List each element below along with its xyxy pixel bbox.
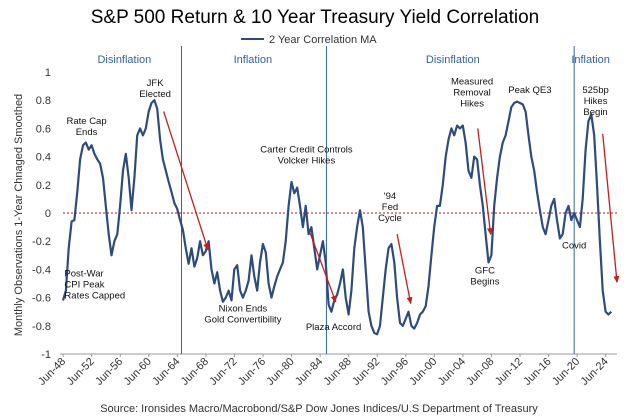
x-tick-label: Jun-60 xyxy=(122,356,154,388)
annotation-label: JFK Elected xyxy=(139,78,171,100)
x-tick-label: Jun-00 xyxy=(407,356,439,388)
regime-label: Disinflation xyxy=(97,54,151,66)
annotation-label: Covid xyxy=(562,240,586,251)
x-tick-label: Jun-08 xyxy=(464,356,496,388)
x-tick-label: Jun-04 xyxy=(436,356,468,388)
regime-labels: Disinflation Inflation Disinflation Inflati… xyxy=(97,54,609,66)
y-tick-label: -1 xyxy=(41,349,51,361)
series-line-2yr-correlation xyxy=(61,99,613,336)
y-tick-label: 0.4 xyxy=(36,152,51,164)
annotation-label: Post-War CPI Peak Rates Capped xyxy=(64,268,125,301)
annotation-label: 525bp Hikes Begin xyxy=(582,85,608,118)
x-tick-label: Jun-68 xyxy=(179,356,211,388)
annotation-arrow xyxy=(477,128,493,236)
regime-label: Inflation xyxy=(234,54,273,66)
y-tick-label: 0.8 xyxy=(36,95,51,107)
x-tick-label: Jun-92 xyxy=(350,356,382,388)
legend: 2 Year Correlation MA xyxy=(241,34,377,46)
annotations: Rate Cap Ends JFK Elected Carter Credit Cont… xyxy=(64,77,608,333)
legend-label: 2 Year Correlation MA xyxy=(269,34,377,46)
annotation-label: Measured Removal Hikes xyxy=(451,77,493,110)
y-tick-label: -0.6 xyxy=(32,293,51,305)
annotation-label: Carter Credit Controls Volcker Hikes xyxy=(260,144,353,166)
chart-title: S&P 500 Return & 10 Year Treasury Yield … xyxy=(91,7,540,28)
x-tick-label: Jun-52 xyxy=(65,356,97,388)
x-ticks: Jun-48Jun-52Jun-56Jun-60Jun-64Jun-68Jun-… xyxy=(36,354,611,388)
annotation-arrow xyxy=(163,111,209,251)
x-tick-label: Jun-96 xyxy=(379,356,411,388)
y-tick-label: -0.4 xyxy=(32,264,51,276)
source-note: Source: Ironsides Macro/Macrobond/S&P Do… xyxy=(100,403,538,415)
annotation-label: '94 Fed Cycle xyxy=(378,191,402,224)
x-tick-label: Jun-20 xyxy=(550,356,582,388)
annotation-arrow xyxy=(396,234,413,305)
annotation-label: GFC Begins xyxy=(470,266,499,288)
annotation-arrows xyxy=(163,111,620,305)
x-tick-label: Jun-84 xyxy=(293,356,325,388)
annotation-arrow xyxy=(602,133,620,284)
x-tick-label: Jun-88 xyxy=(322,356,354,388)
x-tick-label: Jun-64 xyxy=(150,356,182,388)
regime-label: Disinflation xyxy=(426,54,480,66)
annotation-label: Rate Cap Ends xyxy=(66,116,106,138)
x-tick-label: Jun-80 xyxy=(264,356,296,388)
annotation-arrow xyxy=(309,232,337,303)
y-tick-label: 0.2 xyxy=(36,180,51,192)
annotation-label: Peak QE3 xyxy=(508,85,551,96)
y-tick-label: -0.2 xyxy=(32,236,51,248)
y-axis-label: Monthly Observations 1-Year Chnaged Smoo… xyxy=(13,94,25,336)
regime-dividers xyxy=(181,46,575,354)
y-tick-label: -0.8 xyxy=(32,321,51,333)
y-tick-label: 1 xyxy=(45,67,51,79)
x-tick-label: Jun-56 xyxy=(93,356,125,388)
annotation-label: Plaza Accord xyxy=(306,322,361,333)
y-tick-label: 0.6 xyxy=(36,123,51,135)
x-tick-label: Jun-24 xyxy=(579,356,611,388)
annotation-label: Nixon Ends Gold Convertibility xyxy=(204,304,281,326)
x-tick-label: Jun-12 xyxy=(493,356,525,388)
x-tick-label: Jun-72 xyxy=(207,356,239,388)
regime-label: Inflation xyxy=(571,54,610,66)
y-ticks: 1 0.8 0.6 0.4 0.2 0 -0.2 -0.4 -0.6 -0.8 -1 xyxy=(32,67,51,361)
x-tick-label: Jun-16 xyxy=(521,356,553,388)
y-tick-label: 0 xyxy=(45,208,51,220)
x-tick-label: Jun-76 xyxy=(236,356,268,388)
